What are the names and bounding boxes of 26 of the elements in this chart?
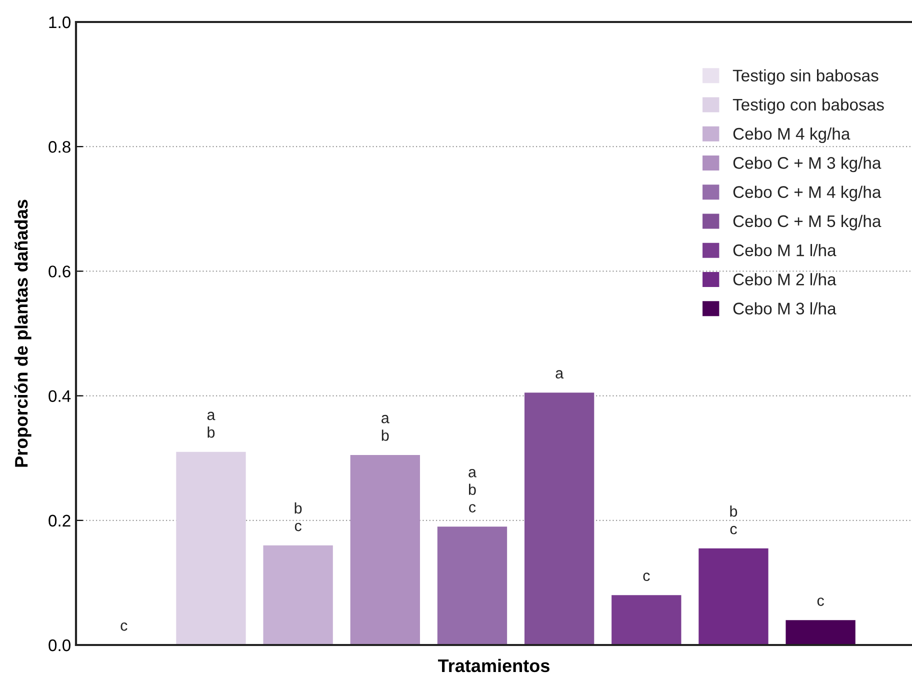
legend-label: Testigo con babosas — [732, 98, 884, 114]
y-tick-label: 0.2 — [48, 514, 70, 527]
y-tick-label: 0.0 — [48, 639, 70, 652]
y-tick-label: 0.4 — [48, 390, 71, 402]
data-label: c — [643, 572, 650, 582]
data-label: a b c — [468, 469, 476, 512]
y-tick-label: 0.6 — [48, 266, 70, 278]
legend-label: Cebo M 2 l/ha — [733, 273, 836, 286]
legend-label: Testigo sin babosas — [732, 69, 878, 85]
y-axis-title: Proporción de plantas dañadas — [14, 200, 32, 467]
data-label: a — [556, 370, 564, 379]
legend-label: Cebo M 1 l/ha — [733, 244, 836, 256]
legend-label: Cebo C + M 3 kg/ha — [733, 156, 882, 172]
y-tick-label: 0.8 — [48, 141, 70, 153]
legend-label: Cebo M 4 kg/ha — [733, 127, 850, 144]
legend-label: Cebo C + M 5 kg/ha — [733, 214, 882, 230]
data-label: c — [120, 622, 128, 631]
data-label: a b — [207, 412, 216, 438]
data-label: b c — [730, 506, 738, 534]
data-label: a b — [382, 414, 390, 441]
data-label: c — [817, 598, 824, 606]
x-axis-title: Tratamientos — [438, 658, 550, 672]
data-label: b c — [294, 502, 302, 532]
y-tick-label: 1.0 — [49, 16, 70, 28]
legend-label: Cebo C + M 4 kg/ha — [733, 186, 882, 202]
legend-label: Cebo M 3 l/ha — [733, 302, 836, 314]
